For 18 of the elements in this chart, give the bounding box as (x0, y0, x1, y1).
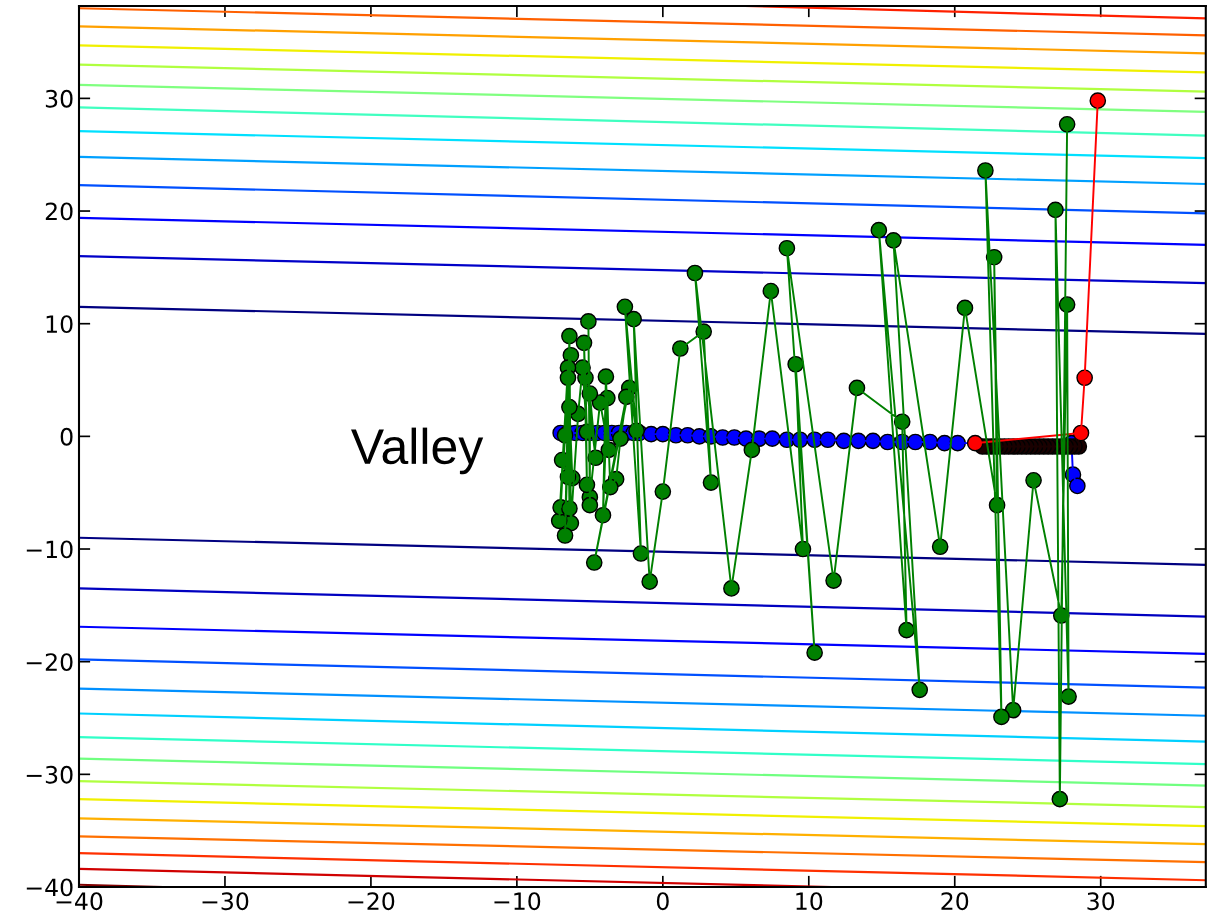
point (966, 434, 984, 452)
x-tick-label: −30 (202, 892, 249, 911)
x-tick-label: 0 (656, 892, 669, 911)
y-tick-label: −30 (26, 765, 73, 784)
annotation: Valley (351, 427, 484, 475)
y-tick-label: 0 (60, 427, 73, 446)
y-tick-label: −20 (26, 653, 73, 671)
x-tick-label: 10 (796, 892, 823, 911)
x-tick-label: 30 (1087, 892, 1115, 911)
x-tick-label: 20 (941, 892, 969, 911)
point (1069, 477, 1086, 495)
x-tick-label: −10 (494, 892, 541, 911)
y-tick-label: 30 (45, 89, 73, 108)
x-tick-label: −20 (348, 892, 395, 911)
y-tick-label: 10 (46, 315, 73, 334)
y-tick-label: 20 (45, 202, 73, 221)
point (1089, 92, 1107, 109)
y-tick-label: −10 (26, 540, 73, 559)
